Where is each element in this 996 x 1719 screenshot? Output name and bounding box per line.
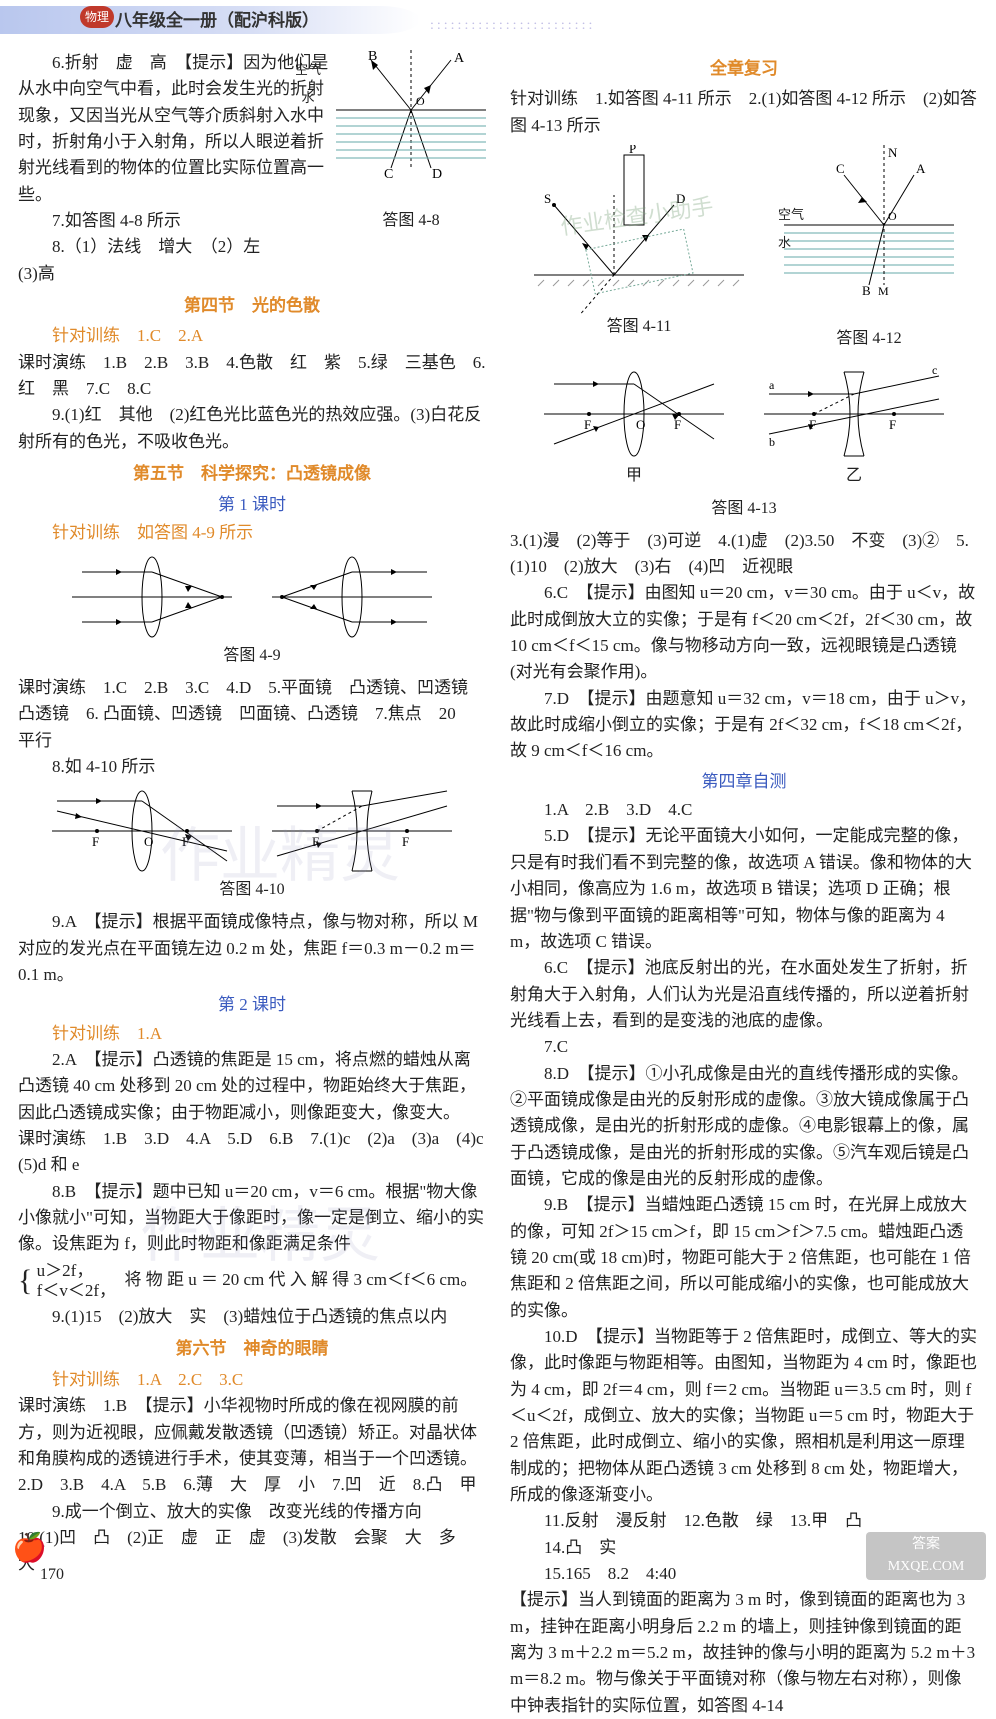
sec6-p2: 2.D 3.B 4.A 5.B 6.薄 大 厚 小 7.凹 近 8.凸 甲 xyxy=(18,1472,486,1498)
fig413-right-label: 乙 xyxy=(764,464,944,489)
brace-top: u＞2f， xyxy=(37,1261,94,1280)
fig-4-9 xyxy=(18,552,486,642)
sec6-q9: 9.成一个倒立、放大的实像 改变光线的传播方向 xyxy=(18,1499,486,1525)
svg-text:A: A xyxy=(916,161,926,176)
svg-text:c: c xyxy=(932,364,937,377)
page-number: 170 xyxy=(40,1563,64,1588)
fig411-caption: 答图 4-11 xyxy=(534,315,744,340)
fig48-caption: 答图 4-8 xyxy=(336,209,486,234)
sec6-t1: 针对训练 1.A 2.C 3.C xyxy=(18,1367,486,1393)
corner-line1: 答案 xyxy=(912,1534,940,1556)
fig-4-8: B A C D O 空气 水 答图 4-8 xyxy=(336,50,486,239)
ch4-q5: 5.D 【提示】无论平面镜大小如何，一定能成完整的像，只是有时我们看不到完整的像… xyxy=(510,823,978,955)
sec6-keshi: 课时演练 1.B 【提示】小华视物时所成的像在视网膜的前方，则为近视眼，应佩戴发… xyxy=(18,1393,486,1472)
left-column: B A C D O 空气 水 答图 4-8 6.折射 虚 高 【提示】因为他们是… xyxy=(18,50,486,1719)
sec4-targeted: 针对训练 1.C 2.A xyxy=(18,323,486,349)
sec5c2-q8a: 8.B 【提示】题中已知 u＝20 cm，v＝6 cm。根据"物大像小像就小"可… xyxy=(18,1179,486,1258)
sec5c2-t1: 针对训练 1.A xyxy=(18,1021,486,1047)
r-q7: 7.D 【提示】由题意知 u＝32 cm，v＝18 cm，由于 u＞v，故此时成… xyxy=(510,686,978,765)
svg-text:F: F xyxy=(92,834,99,849)
svg-text:D: D xyxy=(432,167,442,180)
corner-line2: MXQE.COM xyxy=(888,1556,965,1578)
svg-text:F: F xyxy=(889,417,896,432)
svg-text:P: P xyxy=(629,145,636,156)
sec5-q9: 9.A 【提示】根据平面镜成像特点，像与物对称，所以 M 对应的发光点在平面镜左… xyxy=(18,909,486,988)
fig-4-10: F F O F F xyxy=(18,786,486,876)
sec4-title: 第四节 光的色散 xyxy=(18,293,486,319)
sec6-title: 第六节 神奇的眼睛 xyxy=(18,1336,486,1362)
svg-text:A: A xyxy=(454,51,465,66)
sec4-keshi: 课时演练 1.B 2.B 3.B 4.色散 红 紫 5.绿 三基色 6.红 黑 … xyxy=(18,350,486,403)
svg-text:O: O xyxy=(416,94,425,108)
svg-text:a: a xyxy=(769,378,775,392)
svg-text:O: O xyxy=(144,834,153,849)
ch4-q6: 6.C 【提示】池底反射出的光，在水面处发生了折射，折射角大于入射角，人们认为光… xyxy=(510,955,978,1034)
practice-label: 针对训练 1.C 2.A xyxy=(52,326,203,345)
svg-text:B: B xyxy=(862,283,871,298)
sec5c2-keshi: 课时演练 1.B 3.D 4.A 5.D 6.B 7.(1)c (2)a (3)… xyxy=(18,1126,486,1179)
fig-411-412: P S D 答图 4-11 N xyxy=(510,145,978,358)
sec5-title: 第五节 科学探究：凸透镜成像 xyxy=(18,461,486,487)
fig413-caption: 答图 4-13 xyxy=(510,497,978,522)
content-columns: B A C D O 空气 水 答图 4-8 6.折射 虚 高 【提示】因为他们是… xyxy=(0,50,996,1719)
fig48-water-label: 水 xyxy=(288,88,328,108)
brace-bot: f＜v＜2f， xyxy=(37,1281,116,1300)
svg-text:O: O xyxy=(636,417,645,432)
corner-watermark: 答案 MXQE.COM xyxy=(866,1532,986,1580)
svg-text:b: b xyxy=(769,435,775,449)
sec5-sub1: 第 1 课时 xyxy=(18,492,486,518)
sec4-q9: 9.(1)红 其他 (2)红色光比蓝色光的热效应强。(3)白花反射所有的色光，不… xyxy=(18,402,486,455)
subject-badge: 物理 xyxy=(80,6,114,28)
svg-text:F: F xyxy=(584,417,591,432)
ch4-q7: 7.C xyxy=(510,1034,978,1060)
ch4-p1: 1.A 2.B 3.D 4.C xyxy=(510,797,978,823)
review-t1: 针对训练 1.如答图 4-11 所示 2.(1)如答图 4-12 所示 (2)如… xyxy=(510,86,978,139)
q8b-text: (3)高 xyxy=(18,261,486,287)
fig412-caption: 答图 4-12 xyxy=(784,327,954,352)
brace-block: { u＞2f， f＜v＜2f， 将 物 距 u ＝ 20 cm 代 入 解 得 … xyxy=(18,1258,486,1305)
svg-text:M: M xyxy=(878,284,889,298)
fig410-caption: 答图 4-10 xyxy=(18,878,486,903)
fig412-water: 水 xyxy=(778,233,808,253)
svg-text:D: D xyxy=(676,191,685,206)
sec5c2-q8b: 将 物 距 u ＝ 20 cm 代 入 解 得 3 cm＜f＜6 cm。 xyxy=(124,1270,477,1289)
fig-4-13: F F O 甲 F F a c xyxy=(510,364,978,495)
page-header: 物理 八年级全一册（配沪科版） :::::::::::::::::::::::: xyxy=(0,0,996,40)
r-q6: 6.C 【提示】由图知 u＝20 cm，v＝30 cm。由于 u＜v，故此时成倒… xyxy=(510,580,978,685)
svg-text:B: B xyxy=(368,50,377,64)
ch4-q15-hint: 【提示】当人到镜面的距离为 3 m 时，像到镜面的距离也为 3 m，挂钟在距离小… xyxy=(510,1587,978,1719)
svg-text:F: F xyxy=(402,834,409,849)
sec5-sub2: 第 2 课时 xyxy=(18,992,486,1018)
fig412-air: 空气 xyxy=(778,205,808,225)
fig48-air-label: 空气 xyxy=(288,60,328,80)
right-column: 全章复习 针对训练 1.如答图 4-11 所示 2.(1)如答图 4-12 所示… xyxy=(510,50,978,1719)
q6-block: B A C D O 空气 水 答图 4-8 6.折射 虚 高 【提示】因为他们是… xyxy=(18,50,486,287)
svg-text:C: C xyxy=(836,161,845,176)
sec6-q10: 10.(1)凹 凸 (2)正 虚 正 虚 (3)发散 会聚 大 多 大 xyxy=(18,1525,486,1578)
sec5-keshi1: 课时演练 1.C 2.B 3.C 4.D 5.平面镜 凸透镜、凹透镜 凸透镜 6… xyxy=(18,675,486,754)
fig49-caption: 答图 4-9 xyxy=(18,644,486,669)
ch4-q10: 10.D 【提示】当物距等于 2 倍焦距时，成倒立、等大的实像，此时像距与物距相… xyxy=(510,1324,978,1508)
svg-text:C: C xyxy=(384,167,393,180)
sec5-targeted1: 针对训练 如答图 4-9 所示 xyxy=(18,520,486,546)
svg-text:N: N xyxy=(888,145,898,160)
ch4-q8: 8.D 【提示】①小孔成像是由光的直线传播形成的实像。②平面镜成像是由光的反射形… xyxy=(510,1061,978,1193)
sec5c2-q9: 9.(1)15 (2)放大 实 (3)蜡烛位于凸透镜的焦点以内 xyxy=(18,1304,486,1330)
sec5-q8: 8.如 4-10 所示 xyxy=(18,754,486,780)
sec5c2-q2: 2.A 【提示】凸透镜的焦距是 15 cm，将点燃的蜡烛从离凸透镜 40 cm … xyxy=(18,1047,486,1126)
fig413-left-label: 甲 xyxy=(544,464,724,489)
ch4-q9: 9.B 【提示】当蜡烛距凸透镜 15 cm 时，在光屏上成放大的像，可知 2f＞… xyxy=(510,1192,978,1324)
svg-text:O: O xyxy=(888,209,897,223)
review-title: 全章复习 xyxy=(510,56,978,82)
svg-text:S: S xyxy=(544,191,551,206)
header-dots: :::::::::::::::::::::::: xyxy=(430,15,595,37)
ch4-q11: 11.反射 漫反射 12.色散 绿 13.甲 凸 xyxy=(510,1508,978,1534)
grade-label: 八年级全一册（配沪科版） xyxy=(115,8,319,34)
ch4-title: 第四章自测 xyxy=(510,769,978,795)
r-q3: 3.(1)漫 (2)等于 (3)可逆 4.(1)虚 (2)3.50 不变 (3)… xyxy=(510,528,978,581)
